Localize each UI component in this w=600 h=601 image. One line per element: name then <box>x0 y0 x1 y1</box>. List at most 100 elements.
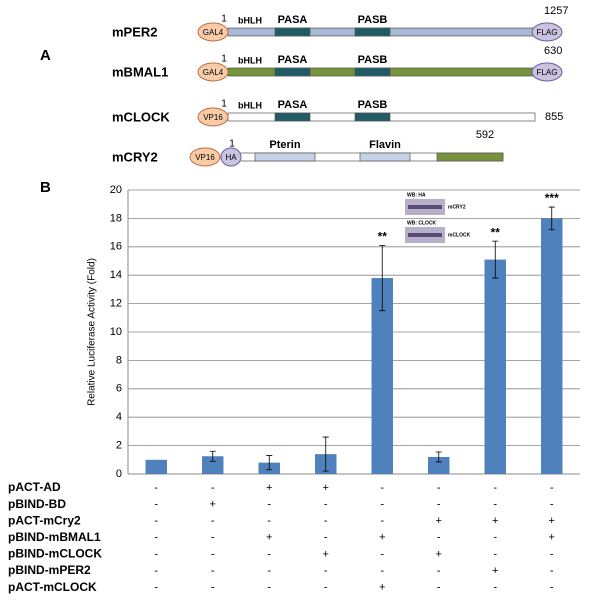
y-tick-label: 10 <box>110 326 122 338</box>
motif-label: bHLH <box>238 100 262 110</box>
domain <box>359 152 411 162</box>
condition-name: pACT-AD <box>8 480 61 494</box>
domain <box>274 27 311 37</box>
y-tick-label: 2 <box>116 440 122 452</box>
condition-mark: - <box>437 499 441 511</box>
condition-mark: - <box>154 515 158 527</box>
domain-label: PASA <box>278 99 308 111</box>
condition-mark: - <box>267 582 271 594</box>
inset-label: WB: CLOCK <box>407 220 437 226</box>
bar <box>428 456 450 474</box>
condition-mark: - <box>380 515 384 527</box>
condition-mark: + <box>492 565 498 577</box>
y-axis-label: Relative Luciferase Activity (Fold) <box>87 258 98 406</box>
bar <box>541 218 563 474</box>
condition-mark: - <box>211 515 215 527</box>
domain-label: PASB <box>358 99 388 111</box>
start-label: 1 <box>221 14 227 25</box>
y-tick-label: 12 <box>110 298 122 310</box>
domain-label: PASA <box>278 14 308 26</box>
condition-mark: - <box>550 482 554 494</box>
condition-mark: - <box>380 565 384 577</box>
condition-name: pBIND-mPER2 <box>8 563 91 577</box>
condition-mark: + <box>266 482 272 494</box>
condition-mark: + <box>266 532 272 544</box>
tag-label: GAL4 <box>203 28 224 37</box>
inset-label: mCLOCK <box>448 232 471 238</box>
condition-mark: - <box>154 499 158 511</box>
construct-name: mCLOCK <box>112 109 170 124</box>
condition-mark: - <box>550 565 554 577</box>
panel-label: B <box>40 179 51 196</box>
tag-label: FLAG <box>537 68 558 77</box>
condition-mark: - <box>211 565 215 577</box>
y-tick-label: 0 <box>116 468 122 480</box>
condition-mark: - <box>211 532 215 544</box>
domain <box>354 112 391 122</box>
condition-mark: + <box>549 515 555 527</box>
tag-label: GAL4 <box>203 68 224 77</box>
y-tick-label: 8 <box>116 354 122 366</box>
tag <box>197 62 229 82</box>
tag <box>189 147 221 167</box>
condition-mark: - <box>437 532 441 544</box>
condition-mark: - <box>211 582 215 594</box>
significance-label: *** <box>545 191 559 205</box>
end-label: 630 <box>544 45 562 57</box>
condition-mark: - <box>324 565 328 577</box>
condition-mark: + <box>436 515 442 527</box>
domain <box>354 67 391 77</box>
condition-mark: - <box>493 582 497 594</box>
condition-mark: - <box>493 482 497 494</box>
condition-mark: - <box>550 548 554 560</box>
condition-name: pBIND-mCLOCK <box>8 547 102 561</box>
motif-label: bHLH <box>238 15 262 25</box>
condition-mark: - <box>154 482 158 494</box>
condition-mark: - <box>493 532 497 544</box>
y-tick-label: 18 <box>110 212 122 224</box>
error-bar <box>548 206 555 231</box>
condition-mark: - <box>324 515 328 527</box>
inset-label: mCRY2 <box>448 204 466 210</box>
condition-mark: - <box>154 565 158 577</box>
condition-name: pACT-mCry2 <box>8 513 81 527</box>
condition-mark: - <box>324 582 328 594</box>
domain-label: Flavin <box>369 139 401 151</box>
condition-name: pBIND-BD <box>8 497 66 511</box>
domain <box>274 67 311 77</box>
tag <box>197 22 229 42</box>
tag-label: VP16 <box>195 153 215 162</box>
domain-label: PASA <box>278 54 308 66</box>
condition-mark: - <box>437 482 441 494</box>
condition-mark: - <box>267 499 271 511</box>
condition-mark: - <box>380 548 384 560</box>
domain <box>254 152 316 162</box>
condition-mark: + <box>379 532 385 544</box>
construct-segment <box>436 152 504 162</box>
blot-band <box>408 205 442 209</box>
start-label: 1 <box>221 99 227 110</box>
condition-mark: - <box>380 499 384 511</box>
condition-mark: - <box>267 548 271 560</box>
end-label: 1257 <box>544 5 568 17</box>
y-tick-label: 4 <box>116 411 122 423</box>
bar <box>202 456 224 474</box>
condition-mark: - <box>493 548 497 560</box>
domain <box>354 27 391 37</box>
significance-label: ** <box>491 225 501 239</box>
y-tick-label: 20 <box>110 184 122 196</box>
bar <box>371 278 393 474</box>
condition-mark: - <box>437 582 441 594</box>
inset-label: WB: HA <box>407 192 426 198</box>
condition-mark: + <box>549 532 555 544</box>
y-tick-label: 6 <box>116 383 122 395</box>
tag-label: FLAG <box>537 28 558 37</box>
condition-mark: - <box>154 532 158 544</box>
condition-mark: - <box>550 499 554 511</box>
tag-label: VP16 <box>203 113 223 122</box>
condition-mark: + <box>436 548 442 560</box>
condition-mark: - <box>324 499 328 511</box>
error-bar <box>209 450 216 462</box>
error-bar <box>266 455 273 471</box>
